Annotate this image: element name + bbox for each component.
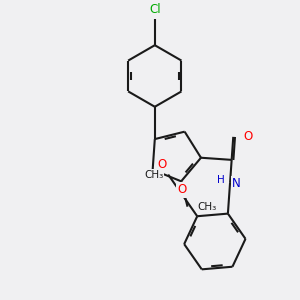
Text: H: H: [218, 175, 225, 185]
Text: O: O: [158, 158, 167, 172]
Text: CH₃: CH₃: [197, 202, 216, 212]
Text: O: O: [243, 130, 252, 143]
Text: O: O: [178, 184, 187, 196]
Text: N: N: [232, 177, 241, 190]
Text: Cl: Cl: [149, 3, 160, 16]
Text: CH₃: CH₃: [144, 169, 164, 180]
